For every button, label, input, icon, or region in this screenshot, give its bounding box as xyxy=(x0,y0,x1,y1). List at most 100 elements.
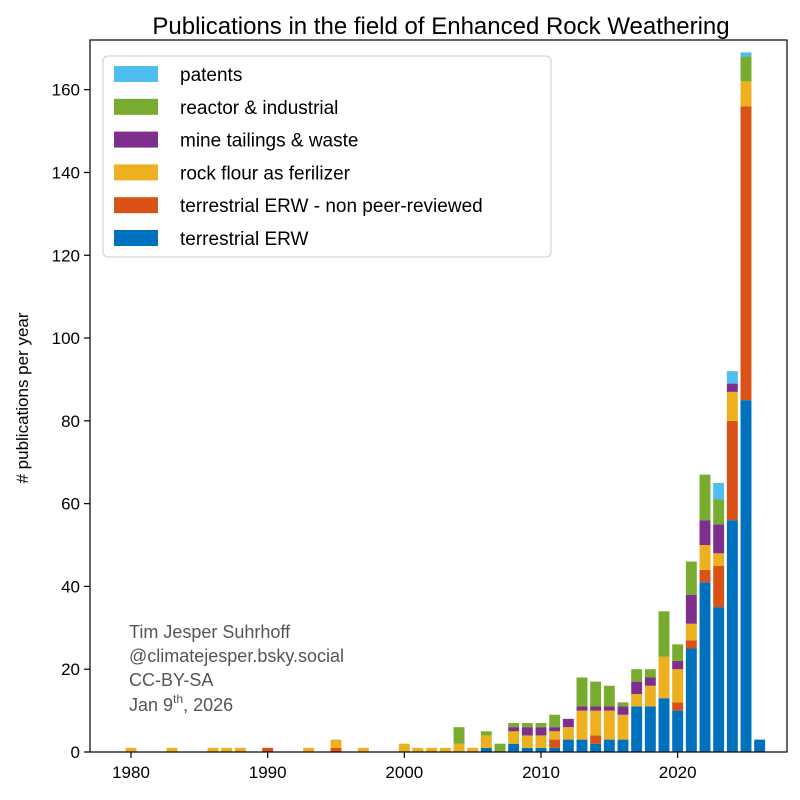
bar-2022-series-1 xyxy=(699,569,711,583)
bar-2002-series-2 xyxy=(426,747,438,752)
x-tick-label-1980: 1980 xyxy=(112,763,150,782)
bar-2020-series-1 xyxy=(672,702,684,711)
bar-2003-series-2 xyxy=(439,747,451,752)
bar-2006-series-0 xyxy=(480,747,492,752)
credits: Tim Jesper Suhrhoff @climatejesper.bsky.… xyxy=(129,622,344,715)
bar-2008-series-3 xyxy=(508,727,520,732)
x-tick-label-2020: 2020 xyxy=(659,763,697,782)
bar-2020-series-3 xyxy=(672,660,684,670)
bar-2010-series-2 xyxy=(535,735,547,748)
credit-date-sup: th xyxy=(173,692,183,706)
bar-2008-series-0 xyxy=(508,743,520,752)
credit-author: Tim Jesper Suhrhoff xyxy=(129,622,291,642)
y-tick-label-120: 120 xyxy=(52,246,80,265)
legend-label-2: mine tailings & waste xyxy=(180,131,358,152)
bar-2023-series-0 xyxy=(713,607,725,752)
bar-group xyxy=(125,52,766,752)
bar-2013-series-0 xyxy=(576,739,588,752)
credit-date-prefix: Jan 9 xyxy=(129,695,173,715)
x-tick-label-2010: 2010 xyxy=(522,763,560,782)
bar-2000-series-2 xyxy=(398,743,410,752)
bar-2018-series-3 xyxy=(644,677,656,686)
bar-2008-series-2 xyxy=(508,731,520,744)
bar-2026-series-0 xyxy=(754,739,766,752)
bar-2017-series-2 xyxy=(631,694,643,707)
bar-2016-series-2 xyxy=(617,714,629,740)
credit-date: Jan 9th, 2026 xyxy=(129,692,233,715)
bar-2018-series-0 xyxy=(644,706,656,752)
bar-2020-series-0 xyxy=(672,710,684,752)
bar-2012-series-0 xyxy=(562,739,574,752)
bar-2021-series-4 xyxy=(685,561,697,595)
bar-2019-series-0 xyxy=(658,698,670,752)
bar-2004-series-2 xyxy=(453,743,465,752)
bar-2015-series-4 xyxy=(603,685,615,707)
y-axis: 0 20 40 60 80 100 120 140 160 xyxy=(52,81,90,762)
bar-2013-series-3 xyxy=(576,706,588,711)
bar-2023-series-1 xyxy=(713,565,725,608)
bar-2022-series-3 xyxy=(699,520,711,546)
legend-swatch-0 xyxy=(114,66,158,82)
bar-2016-series-4 xyxy=(617,702,629,707)
bar-2020-series-2 xyxy=(672,669,684,703)
credit-date-suffix: , 2026 xyxy=(183,695,233,715)
bar-2011-series-0 xyxy=(549,747,561,752)
bar-2025-series-4 xyxy=(740,56,752,82)
bar-2022-series-4 xyxy=(699,474,711,521)
legend-swatch-2 xyxy=(114,131,158,148)
y-tick-label-140: 140 xyxy=(52,163,80,182)
bar-1997-series-2 xyxy=(357,747,369,752)
plot-frame xyxy=(89,39,788,753)
bar-2005-series-2 xyxy=(467,747,479,752)
bar-2009-series-3 xyxy=(521,727,533,736)
legend-swatch-4 xyxy=(114,197,158,214)
bar-1983-series-2 xyxy=(166,747,178,752)
bar-2024-series-3 xyxy=(726,383,738,392)
bar-2006-series-2 xyxy=(480,735,492,748)
legend-swatch-1 xyxy=(114,98,158,115)
bar-2012-series-2 xyxy=(562,727,574,740)
bar-2004-series-4 xyxy=(453,727,465,744)
credit-license: CC-BY-SA xyxy=(129,670,213,690)
bar-2017-series-0 xyxy=(631,706,643,752)
bar-2021-series-0 xyxy=(685,648,697,752)
bar-2011-series-4 xyxy=(549,714,561,728)
bar-2023-series-4 xyxy=(713,499,725,525)
bar-2010-series-0 xyxy=(535,747,547,752)
bar-2021-series-2 xyxy=(685,623,697,641)
bar-2019-series-2 xyxy=(658,656,670,699)
bar-2025-series-2 xyxy=(740,81,752,107)
y-tick-label-60: 60 xyxy=(61,495,80,514)
legend-label-3: rock flour as ferilizer xyxy=(180,163,351,184)
legend-label-1: reactor & industrial xyxy=(180,98,338,119)
bar-1995-series-1 xyxy=(330,747,342,752)
legend-box xyxy=(102,55,552,258)
bar-1993-series-2 xyxy=(303,747,315,752)
legend-label-0: patents xyxy=(180,65,242,86)
bar-2015-series-3 xyxy=(603,706,615,711)
bar-2013-series-4 xyxy=(576,677,588,707)
bar-2011-series-3 xyxy=(549,727,561,732)
legend-label-4: terrestrial ERW - non peer-reviewed xyxy=(180,196,483,217)
y-tick-label-160: 160 xyxy=(52,81,80,100)
bar-2025-series-5 xyxy=(740,52,752,57)
bar-2022-series-2 xyxy=(699,545,711,570)
credit-handle: @climatejesper.bsky.social xyxy=(129,646,344,666)
y-tick-label-40: 40 xyxy=(61,577,80,596)
bar-1980-series-2 xyxy=(125,747,137,752)
bar-2014-series-4 xyxy=(590,681,602,707)
y-tick-label-80: 80 xyxy=(61,412,80,431)
bar-2017-series-4 xyxy=(631,669,643,682)
x-axis: 1980 1990 2000 2010 2020 xyxy=(112,752,697,782)
y-tick-label-0: 0 xyxy=(71,743,80,762)
bar-2010-series-3 xyxy=(535,727,547,736)
bar-1986-series-2 xyxy=(207,747,219,752)
bar-1995-series-2 xyxy=(330,739,342,748)
bar-2009-series-4 xyxy=(521,723,533,728)
bar-2022-series-0 xyxy=(699,582,711,752)
bar-2023-series-3 xyxy=(713,524,725,554)
bar-2021-series-1 xyxy=(685,640,697,649)
bar-2019-series-4 xyxy=(658,611,670,657)
bar-2024-series-5 xyxy=(726,371,738,384)
